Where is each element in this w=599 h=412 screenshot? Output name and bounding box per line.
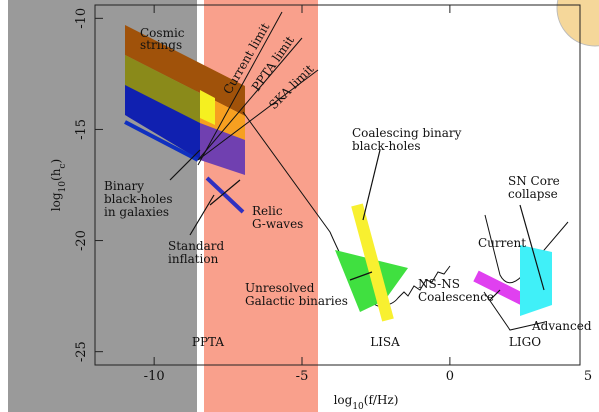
annotation-line: Current [478, 236, 526, 250]
chart: -10-505-10-15-20-25log10(f/Hz)log10(hc)C… [0, 0, 599, 412]
annotation-line: LISA [370, 335, 400, 349]
y-tick-label: -20 [74, 230, 89, 251]
annotation-line: Coalescing binary [352, 126, 462, 140]
annotation-line: Standard [168, 239, 224, 253]
sn-core [520, 245, 552, 316]
annotation-line: LIGO [509, 335, 541, 349]
annotation-line: Relic [252, 204, 283, 218]
x-axis-label-part: (f/Hz) [364, 393, 399, 407]
y-axis-label-part: (h [49, 168, 63, 181]
x-axis-label-part: 10 [352, 402, 364, 412]
y-axis-label-part: ) [49, 159, 63, 164]
annotation: LIGO [509, 335, 541, 349]
annotation: Advanced [531, 319, 592, 333]
annotation-line: Coalescence [418, 290, 494, 304]
x-tick-label: 0 [446, 369, 454, 384]
annotation-line: PPTA [192, 335, 224, 349]
y-axis-label-part: log [49, 192, 63, 211]
annotation: Current [478, 236, 526, 250]
annotation-line: Binary [104, 179, 144, 193]
y-tick-label: -15 [74, 119, 89, 140]
corner-icon [557, 0, 599, 46]
annotation: PPTA [192, 335, 224, 349]
arrow [363, 150, 380, 220]
annotation-line: Galactic binaries [245, 294, 348, 308]
annotation-line: SN Core [508, 174, 560, 188]
x-axis-label-part: log [334, 393, 353, 407]
annotation-line: G-waves [252, 217, 303, 231]
x-tick-label: 5 [584, 369, 592, 384]
annotation-line: collapse [508, 187, 558, 201]
y-tick-label: -25 [74, 341, 89, 362]
x-tick-label: -10 [144, 369, 165, 384]
annotation-line: inflation [168, 252, 219, 266]
annotation-line: black-holes [104, 192, 173, 206]
x-axis-label: log10(f/Hz) [334, 393, 399, 412]
annotation: LISA [370, 335, 400, 349]
annotation-line: strings [140, 38, 182, 52]
x-tick-label: -5 [296, 369, 309, 384]
y-tick-label: -10 [74, 8, 89, 29]
annotation-line: Unresolved [245, 281, 315, 295]
annotation-line: NS-NS [418, 277, 460, 291]
annotation-line: in galaxies [104, 205, 169, 219]
annotation-line: black-holes [352, 139, 421, 153]
y-axis-label-part: 10 [58, 181, 68, 193]
annotation-line: Advanced [531, 319, 592, 333]
